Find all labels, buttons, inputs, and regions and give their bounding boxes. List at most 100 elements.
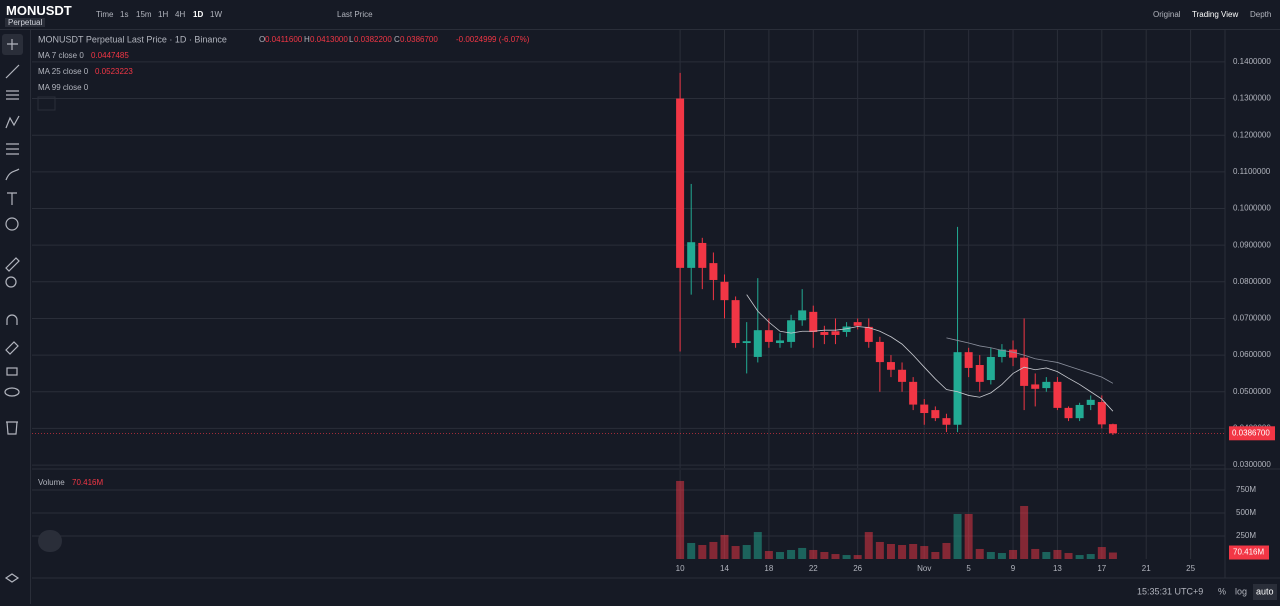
candle-body bbox=[809, 311, 818, 333]
tool-eye[interactable] bbox=[4, 387, 20, 397]
candle-body bbox=[1053, 381, 1062, 408]
volume-bar bbox=[942, 542, 951, 559]
x-tick-label: 18 bbox=[764, 564, 773, 573]
tool-line[interactable] bbox=[5, 64, 20, 79]
y-tick-label: 0.1000000 bbox=[1233, 204, 1271, 213]
legend-o: O bbox=[259, 35, 265, 44]
volume-bar bbox=[698, 545, 707, 559]
y-tick-label: 0.0300000 bbox=[1233, 460, 1271, 469]
volume-bar bbox=[1075, 555, 1084, 559]
tool-lines[interactable] bbox=[6, 90, 19, 100]
last-price-label: 0.0386700 bbox=[1232, 428, 1270, 437]
volume-bar bbox=[920, 546, 929, 559]
tool-zoom[interactable] bbox=[5, 276, 17, 288]
candle-body bbox=[831, 331, 840, 335]
tool-cross[interactable] bbox=[7, 39, 18, 50]
tool-emoji[interactable] bbox=[5, 217, 19, 231]
volume-value: 70.416M bbox=[72, 478, 103, 487]
candle-body bbox=[731, 300, 740, 344]
volume-bar bbox=[809, 549, 818, 559]
volume-bar bbox=[975, 548, 984, 559]
tool-lock[interactable] bbox=[6, 367, 18, 376]
auto-bg[interactable] bbox=[1253, 584, 1277, 600]
tool-layers[interactable] bbox=[4, 573, 20, 583]
interval[interactable]: 4H bbox=[175, 10, 186, 19]
top-bar: MONUSDT Perpetual Time 1s 15m 1H 4H 1D 1W Last… bbox=[0, 0, 1280, 30]
view[interactable]: Trading View bbox=[1192, 10, 1239, 19]
tool-text[interactable] bbox=[7, 192, 17, 205]
volume-bar bbox=[676, 480, 685, 559]
tool-pencil[interactable] bbox=[5, 341, 19, 355]
candle-body bbox=[1075, 404, 1084, 419]
candle-body bbox=[742, 341, 751, 344]
clock: 15:35:31 UTC+9 bbox=[1137, 586, 1203, 596]
tool-pattern[interactable] bbox=[5, 115, 20, 129]
volume-bar bbox=[1086, 554, 1095, 559]
collapse-button[interactable] bbox=[37, 96, 56, 111]
legend-h: H bbox=[304, 35, 310, 44]
tool-brush[interactable] bbox=[5, 168, 20, 181]
interval[interactable]: Time bbox=[96, 10, 114, 19]
y-tick-label: 0.1400000 bbox=[1233, 57, 1271, 66]
tool-ruler[interactable] bbox=[5, 257, 20, 272]
interval[interactable]: 1H bbox=[158, 10, 169, 19]
volume-bar bbox=[687, 542, 696, 559]
candle-body bbox=[1097, 402, 1106, 425]
volume-tick-label: 500M bbox=[1236, 508, 1256, 517]
candle-body bbox=[853, 322, 862, 326]
symbol[interactable]: MONUSDT bbox=[6, 3, 72, 18]
x-tick-label: 17 bbox=[1097, 564, 1106, 573]
last-volume-bg bbox=[1229, 545, 1269, 560]
volume-bar bbox=[731, 546, 740, 559]
x-tick-label: 26 bbox=[853, 564, 862, 573]
volume-bar bbox=[1053, 549, 1062, 559]
candle-body bbox=[676, 98, 685, 268]
volume-bar bbox=[775, 552, 784, 559]
legend-h-value: 0.0413000 bbox=[310, 35, 348, 44]
volume-bar bbox=[898, 545, 907, 559]
candle-body bbox=[1108, 424, 1117, 434]
candle-body bbox=[764, 330, 773, 342]
volume-label: Volume bbox=[38, 478, 65, 487]
candle-body bbox=[775, 340, 784, 344]
view[interactable]: Depth bbox=[1250, 10, 1272, 19]
price-type[interactable]: Last Price bbox=[337, 10, 373, 19]
candle-body bbox=[920, 404, 929, 414]
interval[interactable]: 1W bbox=[210, 10, 222, 19]
candle-body bbox=[931, 410, 940, 419]
volume-bar bbox=[753, 532, 762, 559]
candle-body bbox=[698, 242, 707, 268]
candle-body bbox=[1042, 381, 1051, 389]
tv-logo[interactable] bbox=[38, 530, 62, 552]
volume-bar bbox=[742, 545, 751, 559]
candle-body bbox=[1009, 349, 1018, 358]
legend-c-value: 0.0386700 bbox=[400, 35, 438, 44]
x-tick-label: 5 bbox=[966, 564, 971, 573]
tool-fib[interactable] bbox=[6, 143, 19, 155]
y-tick-label: 0.0900000 bbox=[1233, 240, 1271, 249]
candle-body bbox=[942, 418, 951, 425]
volume-bar bbox=[720, 534, 729, 559]
auto-toggle[interactable]: auto bbox=[1256, 586, 1274, 596]
last-volume-label: 70.416M bbox=[1233, 548, 1264, 557]
log-toggle[interactable]: log bbox=[1235, 586, 1247, 596]
x-tick-label: 21 bbox=[1142, 564, 1151, 573]
percent-toggle[interactable]: % bbox=[1218, 586, 1226, 596]
volume-bar bbox=[909, 543, 918, 559]
toolbar bbox=[0, 30, 31, 604]
ma-line bbox=[946, 337, 1114, 384]
tool-magnet[interactable] bbox=[6, 314, 18, 325]
y-tick-label: 0.1100000 bbox=[1233, 167, 1271, 176]
interval[interactable]: 15m bbox=[136, 10, 152, 19]
candle-body bbox=[898, 369, 907, 382]
tool-trash[interactable] bbox=[6, 421, 18, 435]
volume-bar bbox=[1042, 552, 1051, 559]
interval[interactable]: 1s bbox=[120, 10, 129, 19]
interval[interactable]: 1D bbox=[193, 10, 204, 19]
volume-bar bbox=[1031, 548, 1040, 559]
candle-body bbox=[842, 326, 851, 333]
ma25-value: 0.0523223 bbox=[95, 67, 133, 76]
volume-bar bbox=[1009, 549, 1018, 559]
view[interactable]: Original bbox=[1153, 10, 1181, 19]
